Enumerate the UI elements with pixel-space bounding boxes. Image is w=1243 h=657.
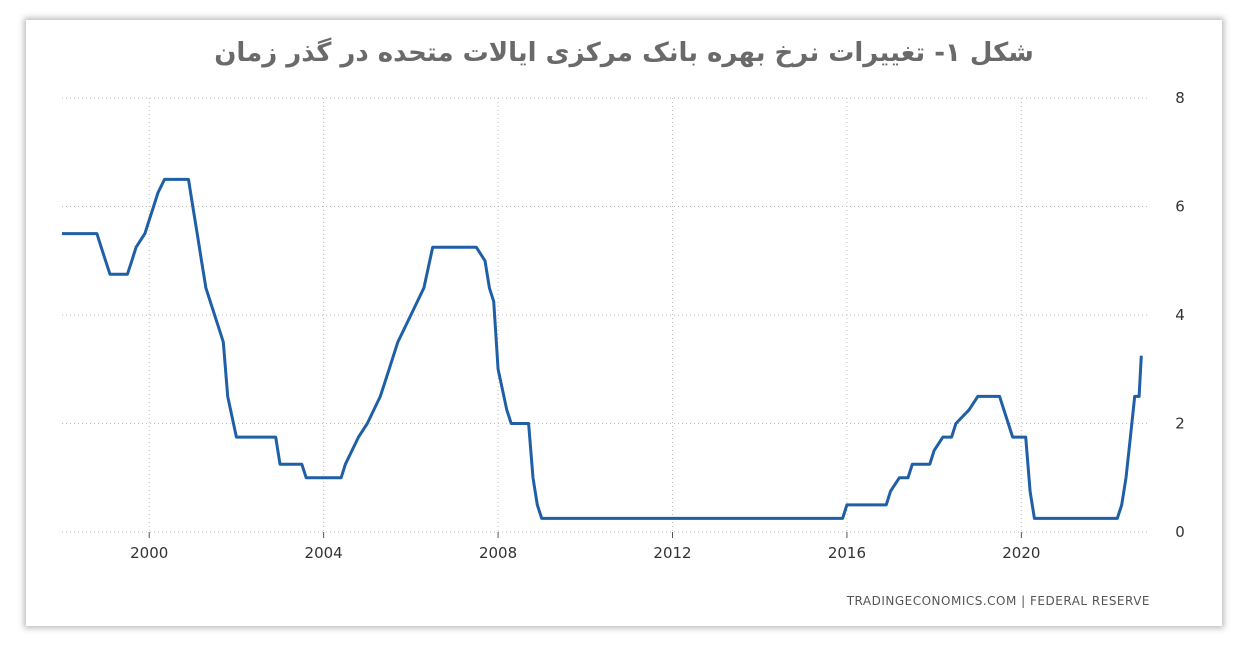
x-tick-label: 2000: [130, 544, 168, 562]
y-tick-label: 2: [1175, 415, 1185, 433]
x-tick-label: 2012: [653, 544, 691, 562]
x-axis-ticks: 2000 2004 2008 2012 2016 2020: [130, 532, 1040, 562]
y-tick-label: 4: [1175, 306, 1185, 324]
x-tick-label: 2016: [828, 544, 866, 562]
y-tick-label: 0: [1175, 523, 1185, 541]
y-tick-label: 8: [1175, 89, 1185, 107]
y-axis-ticks: 0 2 4 6 8: [1175, 89, 1185, 541]
line-chart: 2000 2004 2008 2012 2016 2020 0 2 4 6 8 TRADINGEC…: [62, 89, 1185, 608]
source-label: TRADINGECONOMICS.COM | FEDERAL RESERVE: [846, 594, 1150, 608]
x-tick-label: 2004: [305, 544, 343, 562]
interest-rate-line: [62, 177, 1143, 520]
grid-lines: [62, 97, 1150, 533]
y-tick-label: 6: [1175, 198, 1185, 216]
chart-title: شکل ۱- تغییرات نرخ بهره بانک مرکزی ایالا…: [214, 38, 1034, 68]
chart-card: شکل ۱- تغییرات نرخ بهره بانک مرکزی ایالا…: [26, 20, 1222, 626]
x-tick-label: 2008: [479, 544, 517, 562]
x-tick-label: 2020: [1002, 544, 1040, 562]
